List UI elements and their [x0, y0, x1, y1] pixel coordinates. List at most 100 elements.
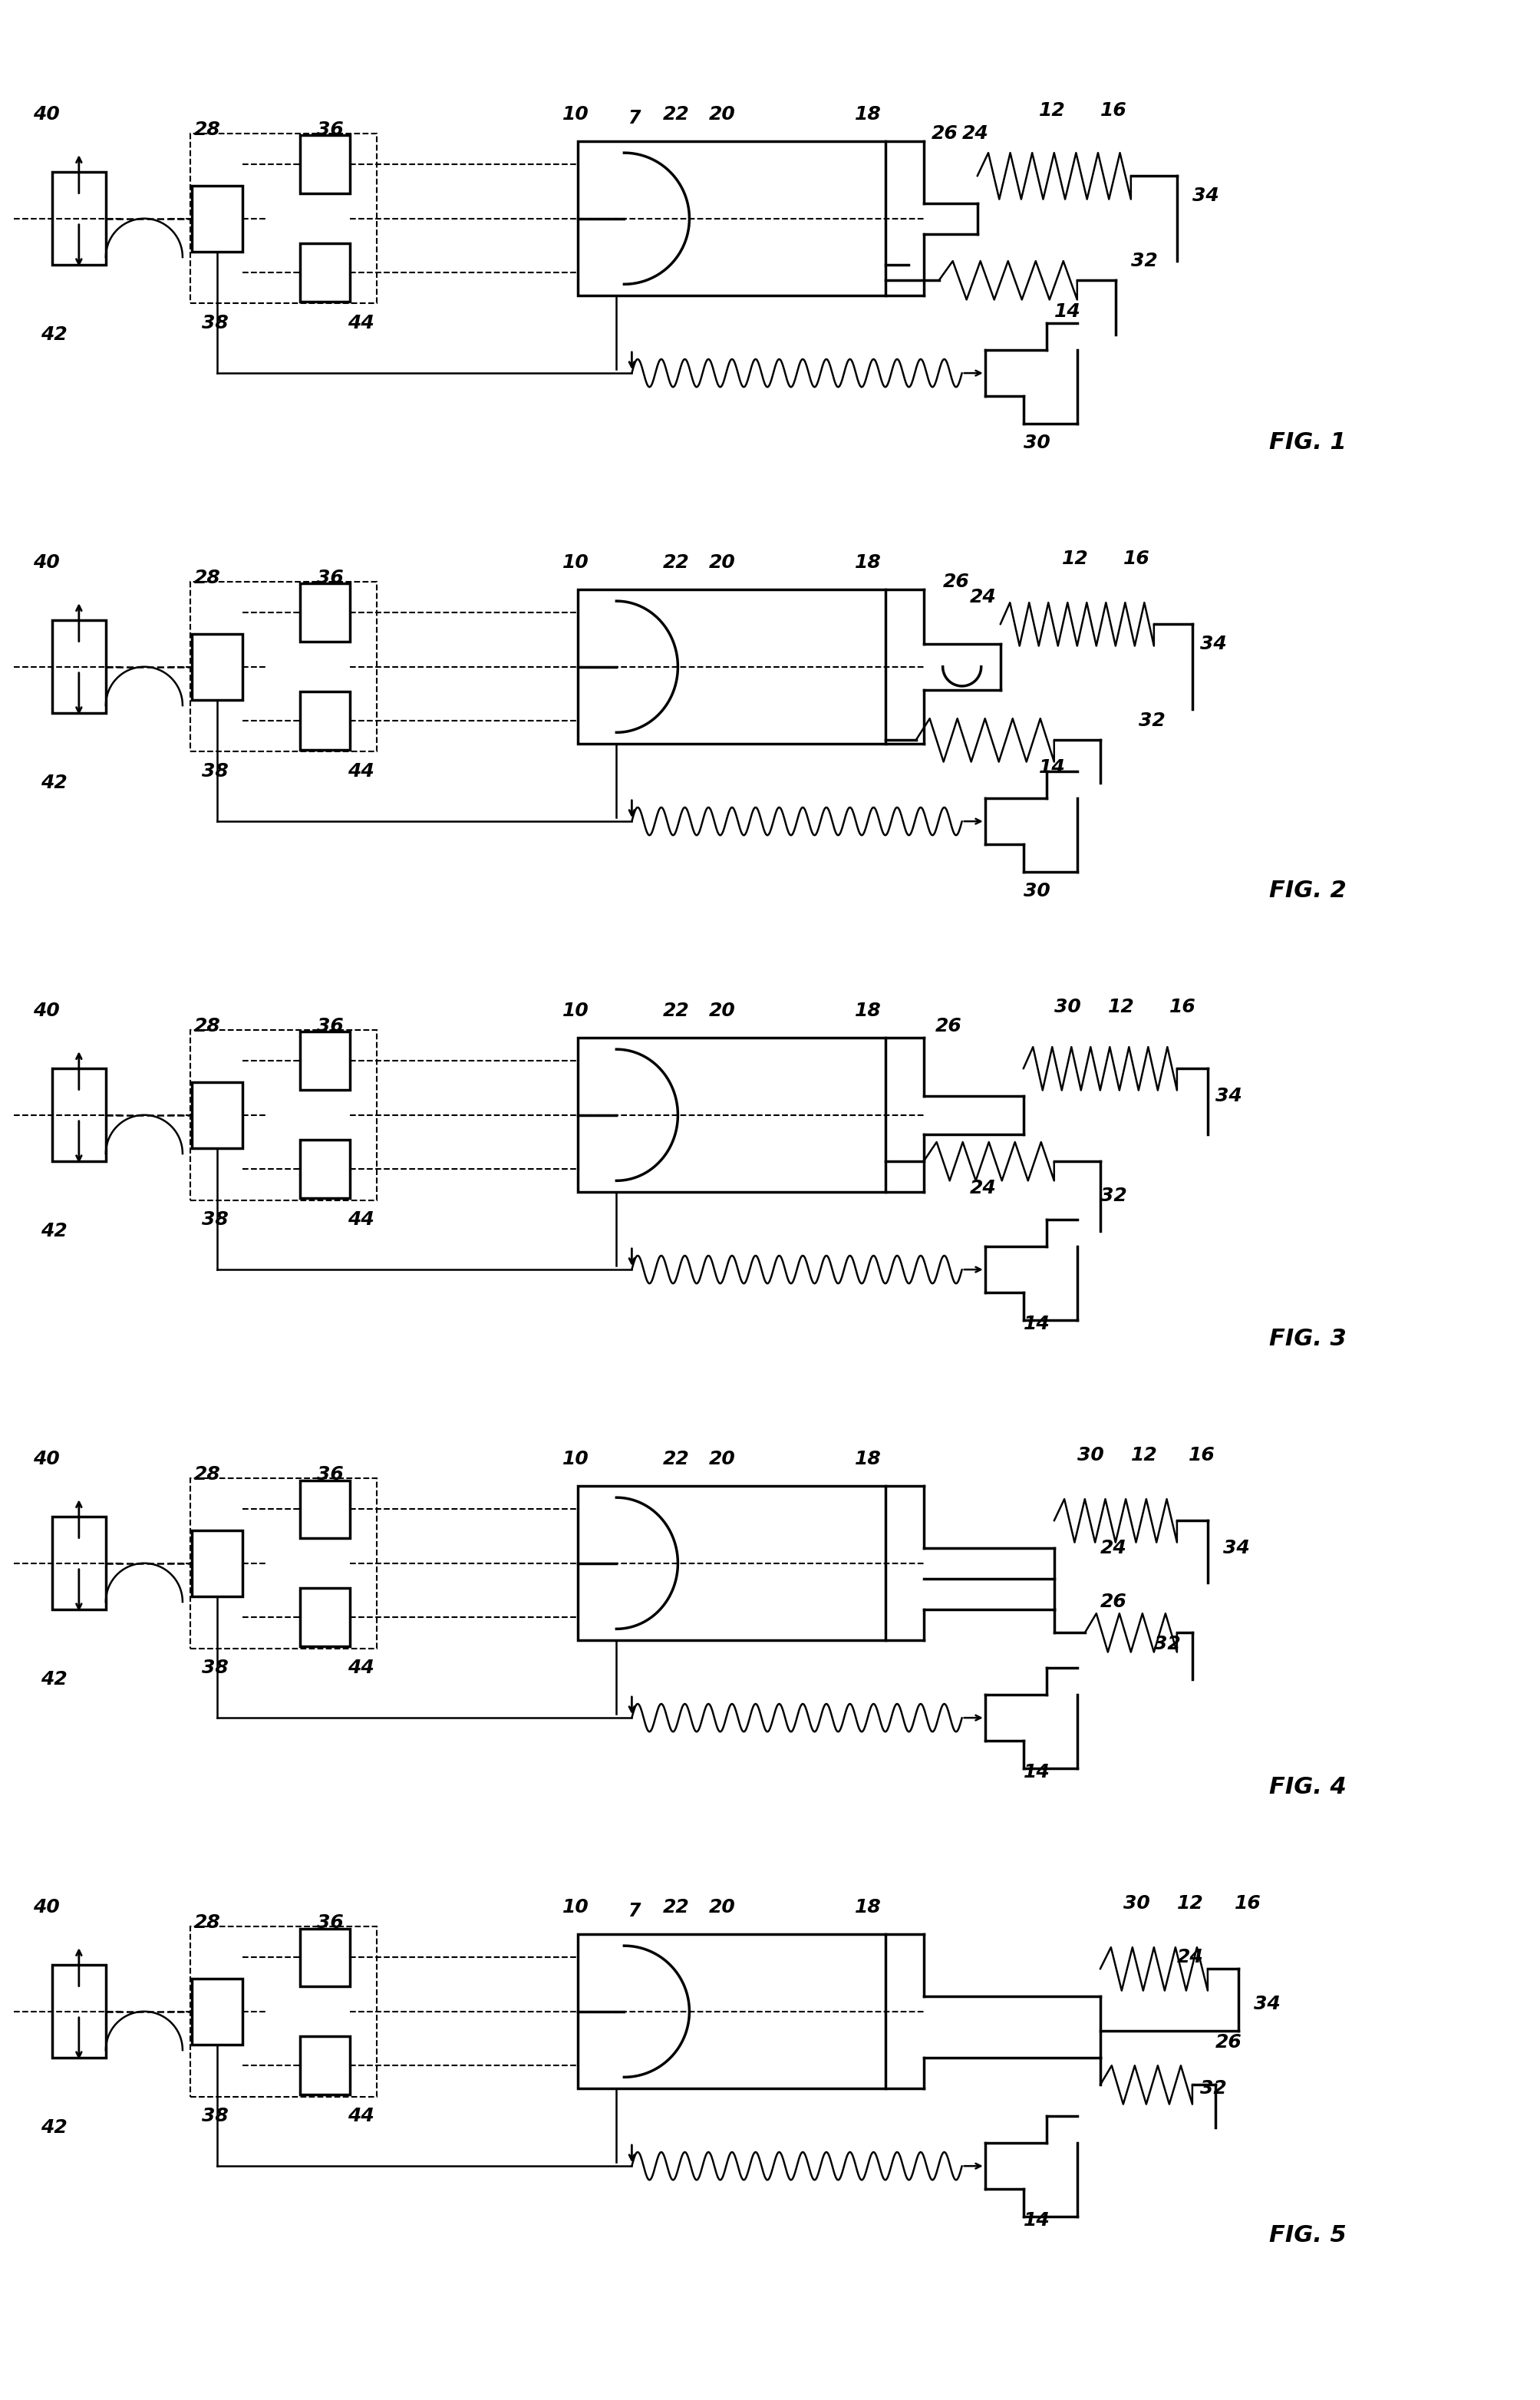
- Text: 30: 30: [1024, 434, 1050, 451]
- Text: 28: 28: [194, 120, 220, 139]
- Text: 24: 24: [970, 1178, 996, 1198]
- Text: 36: 36: [317, 1464, 343, 1483]
- Bar: [300, 1481, 350, 1538]
- Text: FIG. 5: FIG. 5: [1269, 2225, 1346, 2246]
- Text: 16: 16: [1189, 1445, 1215, 1464]
- Text: 38: 38: [202, 2107, 228, 2124]
- Text: 26: 26: [935, 1018, 962, 1034]
- Text: 36: 36: [317, 1018, 343, 1034]
- Text: 44: 44: [348, 1210, 374, 1229]
- Text: 42: 42: [40, 1670, 68, 1687]
- Text: 12: 12: [1107, 998, 1135, 1015]
- Text: 44: 44: [348, 2107, 374, 2124]
- Text: 26: 26: [932, 125, 958, 142]
- Text: 34: 34: [1223, 1538, 1249, 1558]
- Text: FIG. 2: FIG. 2: [1269, 881, 1346, 902]
- Text: 34: 34: [1200, 634, 1227, 653]
- Bar: [52, 173, 106, 264]
- Text: 22: 22: [662, 554, 690, 571]
- Bar: [300, 691, 350, 749]
- Text: 24: 24: [970, 588, 996, 607]
- Bar: [300, 1032, 350, 1090]
- Text: 22: 22: [662, 1450, 690, 1469]
- Text: 12: 12: [1130, 1445, 1158, 1464]
- Bar: [578, 142, 885, 295]
- Text: 32: 32: [1100, 1188, 1127, 1205]
- Text: 40: 40: [32, 554, 60, 571]
- Text: 40: 40: [32, 106, 60, 122]
- Text: 44: 44: [348, 314, 374, 331]
- Text: 20: 20: [708, 1450, 735, 1469]
- Text: 24: 24: [1177, 1949, 1204, 1966]
- Text: 16: 16: [1123, 550, 1150, 569]
- Text: 28: 28: [194, 1913, 220, 1932]
- Bar: [578, 1037, 885, 1193]
- Text: 14: 14: [1024, 2210, 1050, 2230]
- Text: 32: 32: [1200, 2078, 1227, 2098]
- Bar: [191, 581, 377, 751]
- Bar: [578, 1934, 885, 2088]
- Text: 38: 38: [202, 1658, 228, 1678]
- Text: 44: 44: [348, 761, 374, 780]
- Bar: [192, 634, 242, 701]
- Bar: [191, 1030, 377, 1200]
- Text: 34: 34: [1192, 187, 1220, 204]
- Text: 10: 10: [562, 554, 590, 571]
- Text: 10: 10: [562, 106, 590, 122]
- Bar: [191, 134, 377, 302]
- Text: 36: 36: [317, 120, 343, 139]
- Bar: [52, 1966, 106, 2057]
- Text: FIG. 4: FIG. 4: [1269, 1776, 1346, 1798]
- Text: 12: 12: [1061, 550, 1089, 569]
- Bar: [300, 1927, 350, 1987]
- Bar: [191, 1927, 377, 2098]
- Text: 28: 28: [194, 1464, 220, 1483]
- Text: 36: 36: [317, 1913, 343, 1932]
- Text: 18: 18: [855, 1450, 881, 1469]
- Bar: [300, 1589, 350, 1646]
- Text: 32: 32: [1130, 252, 1158, 271]
- Text: 16: 16: [1235, 1894, 1261, 1913]
- Text: 10: 10: [562, 1450, 590, 1469]
- Text: 12: 12: [1040, 101, 1066, 120]
- Bar: [192, 185, 242, 252]
- Text: 36: 36: [317, 569, 343, 588]
- Text: 30: 30: [1123, 1894, 1150, 1913]
- Text: 20: 20: [708, 1001, 735, 1020]
- Text: 40: 40: [32, 1898, 60, 1915]
- Text: 32: 32: [1153, 1634, 1181, 1654]
- Text: 20: 20: [708, 106, 735, 122]
- Text: 14: 14: [1040, 758, 1066, 778]
- Text: 34: 34: [1254, 1994, 1280, 2014]
- Bar: [52, 1517, 106, 1610]
- Text: 16: 16: [1100, 101, 1127, 120]
- Text: 28: 28: [194, 1018, 220, 1034]
- Bar: [191, 1478, 377, 1649]
- Text: 30: 30: [1053, 998, 1081, 1015]
- Text: 18: 18: [855, 554, 881, 571]
- Text: 10: 10: [562, 1001, 590, 1020]
- Text: 30: 30: [1076, 1445, 1104, 1464]
- Text: 18: 18: [855, 1001, 881, 1020]
- Bar: [192, 1082, 242, 1147]
- Text: 30: 30: [1024, 881, 1050, 900]
- Text: 32: 32: [1138, 713, 1166, 730]
- Text: 42: 42: [40, 773, 68, 792]
- Text: 20: 20: [708, 1898, 735, 1915]
- Text: 26: 26: [1100, 1594, 1127, 1610]
- Text: 28: 28: [194, 569, 220, 588]
- Bar: [300, 583, 350, 641]
- Text: 42: 42: [40, 1222, 68, 1241]
- Bar: [578, 1486, 885, 1642]
- Text: 10: 10: [562, 1898, 590, 1915]
- Text: 38: 38: [202, 761, 228, 780]
- Bar: [52, 619, 106, 713]
- Bar: [300, 1140, 350, 1198]
- Text: 18: 18: [855, 106, 881, 122]
- Text: 7: 7: [628, 1901, 641, 1920]
- Text: 16: 16: [1169, 998, 1197, 1015]
- Text: 12: 12: [1177, 1894, 1204, 1913]
- Bar: [300, 245, 350, 302]
- Bar: [300, 2038, 350, 2095]
- Bar: [192, 1978, 242, 2045]
